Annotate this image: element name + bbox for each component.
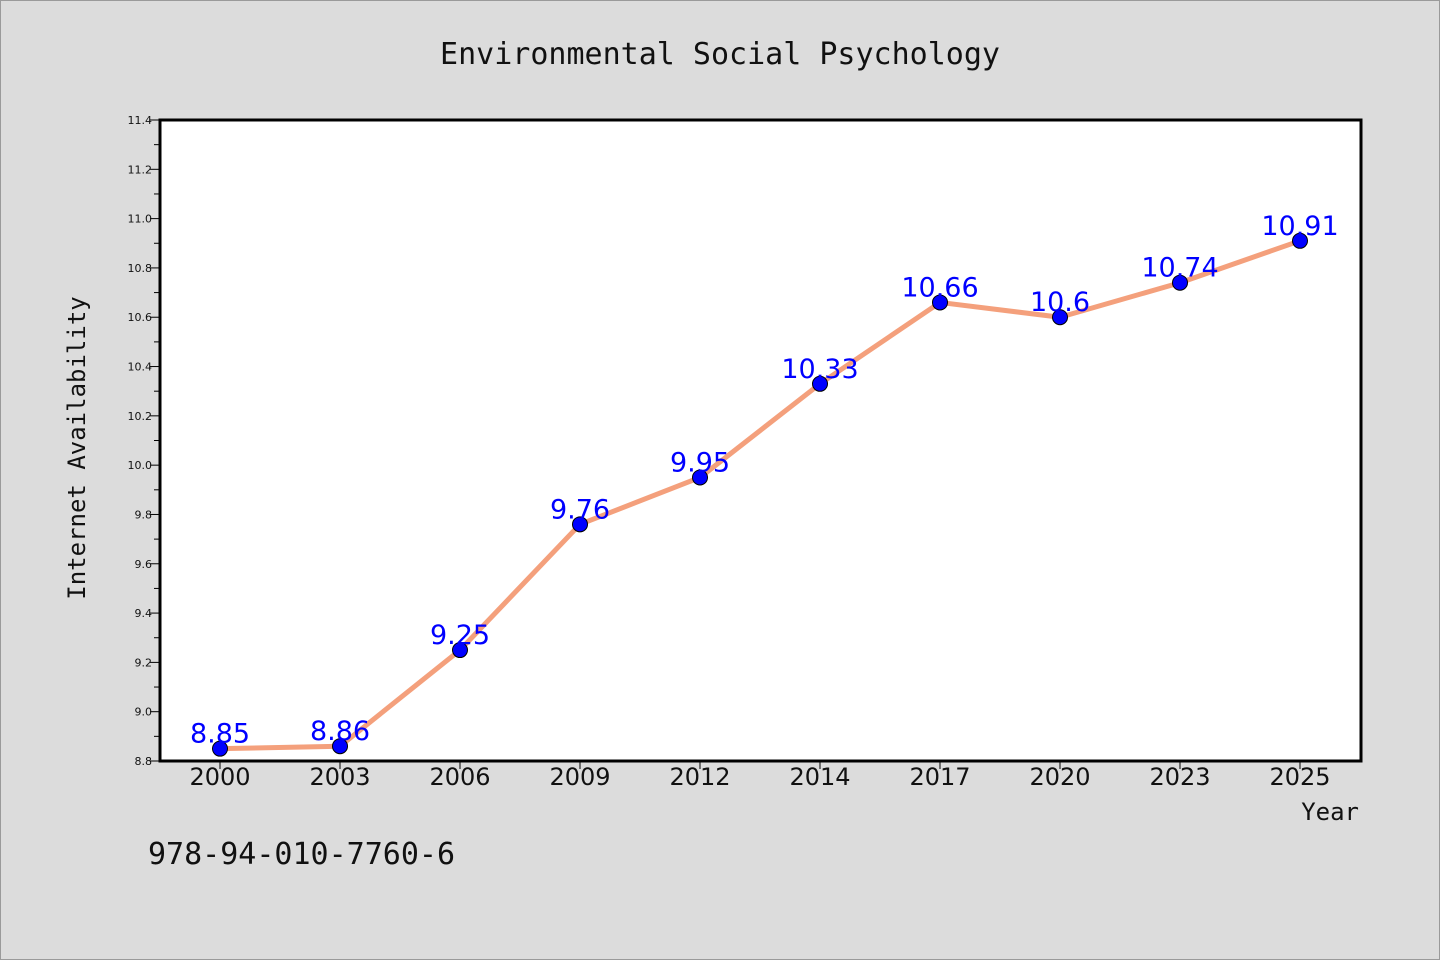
- data-label: 9.95: [670, 447, 730, 478]
- y-tick-label: 9.4: [135, 607, 153, 620]
- y-tick-label: 9.0: [135, 706, 153, 719]
- y-tick-label: 10.2: [128, 410, 153, 423]
- x-tick-label: 2017: [909, 763, 970, 791]
- data-label: 8.85: [190, 719, 250, 750]
- y-axis: 8.8 9.0 9.2 9.4 9.6 9.8 10.0 10.2 10.4 10.6 10.8 11…: [128, 114, 160, 768]
- x-axis: 2000 2003 2006 2009 2012 2014 2017 2020 2023 2025: [189, 761, 1331, 791]
- data-label: 10.66: [901, 272, 978, 303]
- data-point: [572, 516, 588, 533]
- x-tick-label: 2012: [669, 763, 730, 791]
- x-tick-label: 2009: [549, 763, 610, 791]
- plot-area: [158, 118, 1363, 763]
- data-label: 9.25: [430, 620, 490, 651]
- x-tick-label: 2025: [1269, 763, 1330, 791]
- series-line: [217, 238, 1303, 752]
- y-tick-label: 9.6: [135, 558, 153, 571]
- data-label: 10.91: [1261, 211, 1338, 242]
- data-label: 10.74: [1141, 253, 1218, 284]
- x-tick-label: 2003: [309, 763, 370, 791]
- data-label: 10.33: [781, 354, 858, 385]
- y-tick-label: 10.4: [128, 361, 153, 374]
- x-tick-label: 2014: [789, 763, 850, 791]
- y-tick-label: 9.8: [135, 508, 153, 521]
- data-point: [932, 294, 948, 311]
- y-axis-title: Internet Availability: [63, 296, 91, 599]
- y-tick-label: 8.8: [135, 755, 153, 768]
- y-tick-label: 10.6: [128, 311, 153, 324]
- isbn-footnote: 978-94-010-7760-6: [148, 837, 455, 872]
- y-tick-label: 11.4: [128, 114, 153, 127]
- y-tick-label: 10.0: [128, 459, 153, 472]
- x-tick-label: 2000: [189, 763, 250, 791]
- y-tick-label: 10.8: [128, 262, 153, 275]
- chart-title: Environmental Social Psychology: [440, 37, 1000, 72]
- data-point: [332, 738, 348, 755]
- x-axis-title: Year: [1301, 798, 1359, 826]
- data-label: 8.86: [310, 716, 370, 747]
- data-point: [452, 642, 468, 659]
- x-tick-label: 2020: [1029, 763, 1090, 791]
- data-point: [692, 469, 708, 486]
- data-point: [1172, 274, 1188, 291]
- x-tick-label: 2023: [1149, 763, 1210, 791]
- y-tick-label: 9.2: [135, 656, 153, 669]
- data-point: [1292, 232, 1308, 249]
- data-label: 10.6: [1030, 287, 1090, 318]
- x-tick-label: 2006: [429, 763, 490, 791]
- data-label: 9.76: [550, 494, 610, 525]
- data-point: [812, 375, 828, 392]
- y-tick-label: 11.0: [128, 213, 153, 226]
- data-point: [212, 740, 228, 757]
- y-tick-label: 11.2: [128, 163, 153, 176]
- series-layer: 8.85 8.86 9.25 9.76 9.95 10.33 10.66 10.6 10.74 1…: [190, 211, 1339, 757]
- data-point: [1052, 309, 1068, 326]
